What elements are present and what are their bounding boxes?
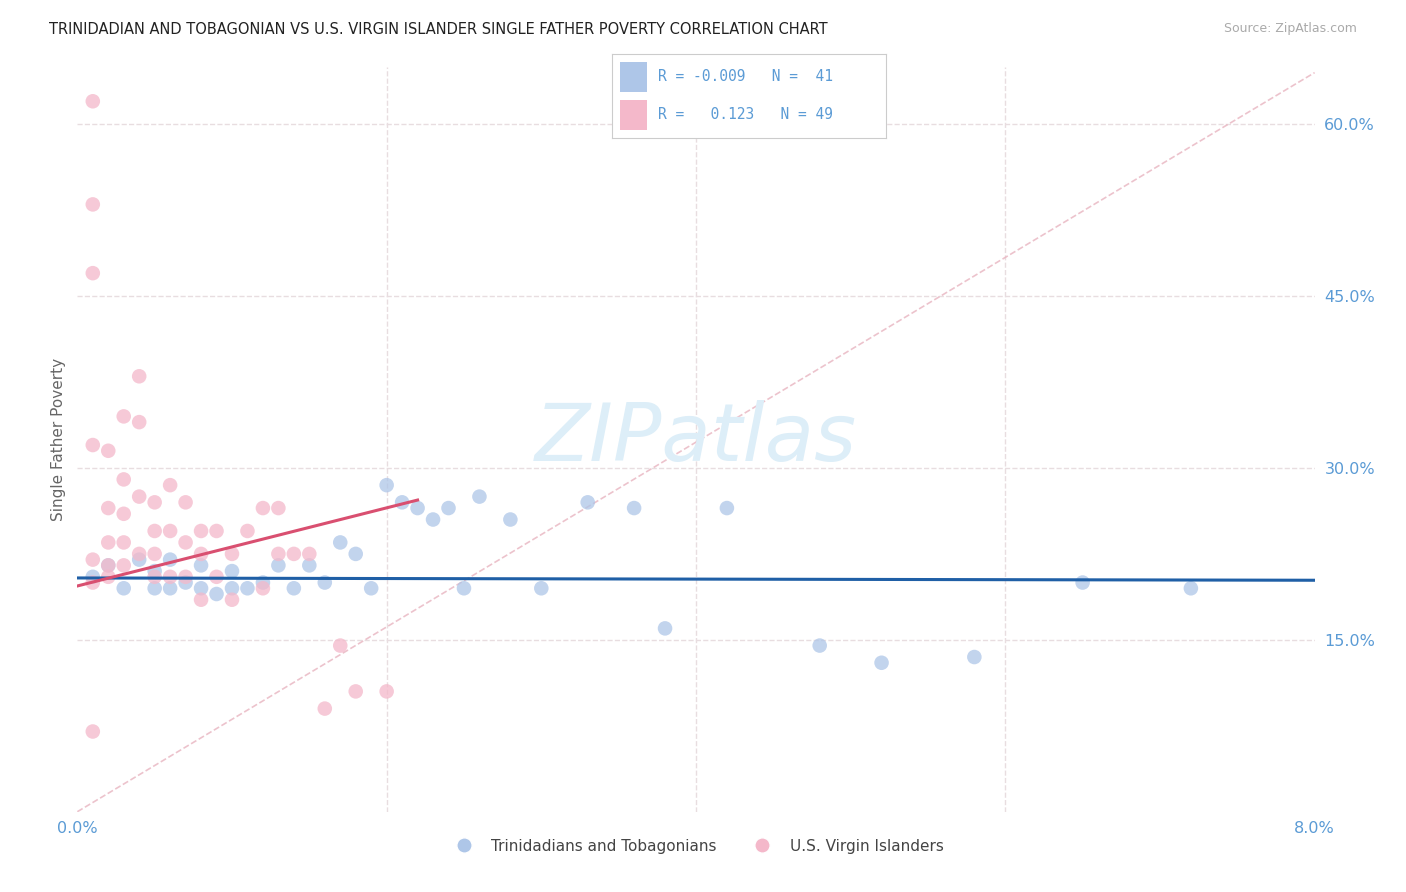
Point [190, 524, 212, 538]
Point [97, 443, 120, 458]
Point [143, 495, 166, 509]
Point [128, 415, 150, 429]
Point [236, 524, 259, 538]
Point [82, 552, 104, 566]
Point [437, 501, 460, 516]
Point [314, 575, 336, 590]
Point [716, 501, 738, 516]
Point [82, 266, 104, 280]
Point [267, 558, 290, 573]
Point [128, 490, 150, 504]
Point [112, 507, 135, 521]
Point [205, 524, 228, 538]
Point [128, 552, 150, 566]
Point [391, 495, 413, 509]
Bar [620, 100, 647, 130]
Legend: Trinidadians and Tobagonians, U.S. Virgin Islanders: Trinidadians and Tobagonians, U.S. Virgi… [441, 833, 950, 860]
Point [112, 409, 135, 424]
Point [375, 684, 398, 698]
Point [97, 558, 120, 573]
Point [174, 495, 197, 509]
Point [221, 592, 243, 607]
Text: ZIPatlas: ZIPatlas [534, 401, 858, 478]
Point [159, 478, 181, 492]
Text: R = -0.009   N =  41: R = -0.009 N = 41 [658, 70, 834, 85]
Bar [620, 62, 647, 92]
Point [143, 547, 166, 561]
Point [499, 512, 522, 526]
Point [97, 558, 120, 573]
Point [82, 197, 104, 211]
Point [82, 570, 104, 584]
Point [236, 582, 259, 596]
Point [112, 582, 135, 596]
Point [298, 547, 321, 561]
Point [329, 639, 352, 653]
Point [1071, 575, 1094, 590]
Point [97, 501, 120, 516]
Point [344, 684, 367, 698]
Text: Source: ZipAtlas.com: Source: ZipAtlas.com [1223, 22, 1357, 36]
Point [190, 558, 212, 573]
Point [143, 570, 166, 584]
Point [344, 547, 367, 561]
Point [576, 495, 599, 509]
Point [82, 724, 104, 739]
Point [174, 575, 197, 590]
Point [97, 570, 120, 584]
Point [221, 564, 243, 578]
Point [468, 490, 491, 504]
Point [252, 575, 274, 590]
Point [453, 582, 475, 596]
Text: R =   0.123   N = 49: R = 0.123 N = 49 [658, 107, 834, 122]
Point [112, 472, 135, 486]
Point [623, 501, 645, 516]
Point [174, 535, 197, 549]
Text: TRINIDADIAN AND TOBAGONIAN VS U.S. VIRGIN ISLANDER SINGLE FATHER POVERTY CORRELA: TRINIDADIAN AND TOBAGONIAN VS U.S. VIRGI… [49, 22, 828, 37]
Point [360, 582, 382, 596]
Point [252, 582, 274, 596]
Point [143, 582, 166, 596]
Point [375, 478, 398, 492]
Point [314, 701, 336, 715]
Point [174, 570, 197, 584]
Point [221, 582, 243, 596]
Point [159, 552, 181, 566]
Point [143, 524, 166, 538]
Point [190, 592, 212, 607]
Point [963, 650, 986, 665]
Point [298, 558, 321, 573]
Point [112, 535, 135, 549]
Point [329, 535, 352, 549]
Point [190, 547, 212, 561]
Point [128, 369, 150, 384]
Point [283, 547, 305, 561]
Point [82, 95, 104, 109]
Point [530, 582, 553, 596]
Point [654, 621, 676, 635]
Point [128, 547, 150, 561]
Point [159, 582, 181, 596]
Y-axis label: Single Father Poverty: Single Father Poverty [51, 358, 66, 521]
Point [82, 438, 104, 452]
Point [205, 587, 228, 601]
Point [283, 582, 305, 596]
Point [82, 575, 104, 590]
Point [252, 501, 274, 516]
Point [159, 570, 181, 584]
Point [267, 501, 290, 516]
Point [205, 570, 228, 584]
Point [870, 656, 893, 670]
Point [221, 547, 243, 561]
Point [1180, 582, 1202, 596]
Point [808, 639, 831, 653]
Point [406, 501, 429, 516]
Point [422, 512, 444, 526]
Point [97, 535, 120, 549]
Point [267, 547, 290, 561]
Point [159, 524, 181, 538]
Point [190, 582, 212, 596]
Point [143, 564, 166, 578]
Point [112, 558, 135, 573]
